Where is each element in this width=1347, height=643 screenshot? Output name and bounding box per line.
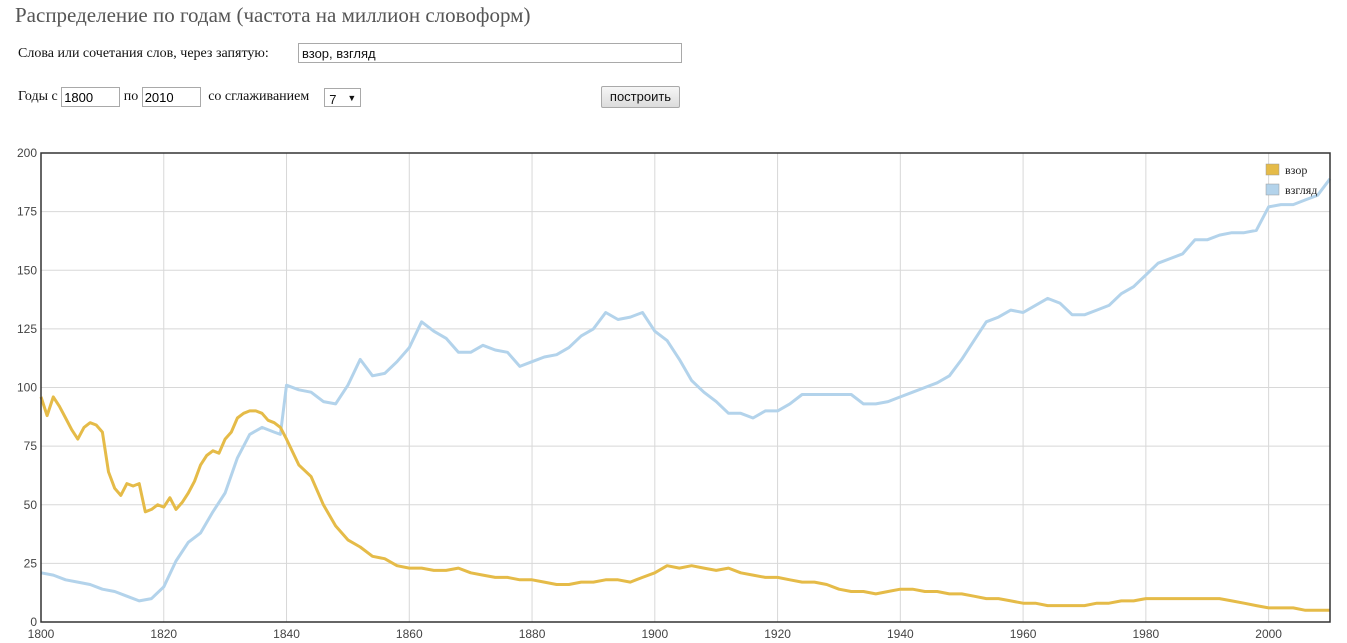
x-tick-label: 1840 bbox=[273, 627, 300, 641]
series-line-1 bbox=[40, 177, 1332, 603]
y-tick-label: 25 bbox=[24, 556, 38, 570]
x-tick-label: 1980 bbox=[1133, 627, 1160, 641]
y-tick-label: 200 bbox=[17, 146, 37, 160]
year-from-label: Годы с bbox=[18, 89, 58, 104]
year-from-input[interactable] bbox=[61, 87, 121, 107]
words-row: Слова или сочетания слов, через запятую: bbox=[18, 43, 682, 65]
smoothing-label: со сглаживанием bbox=[208, 89, 310, 104]
smoothing-value: 7 bbox=[329, 91, 337, 107]
x-tick-label: 2000 bbox=[1255, 627, 1282, 641]
words-input[interactable] bbox=[298, 43, 682, 63]
series-line-0 bbox=[39, 395, 1330, 612]
year-to-input[interactable] bbox=[141, 87, 201, 107]
y-tick-label: 100 bbox=[17, 381, 37, 395]
plot-frame bbox=[40, 152, 1331, 623]
x-tick-label: 1880 bbox=[519, 627, 546, 641]
build-button[interactable]: построить bbox=[601, 86, 680, 108]
x-tick-label: 1940 bbox=[887, 627, 914, 641]
legend-swatch bbox=[1265, 183, 1280, 196]
legend-label: взгляд bbox=[1285, 183, 1317, 197]
dropdown-arrow-icon: ▼ bbox=[347, 92, 357, 103]
x-tick-label: 1820 bbox=[150, 627, 177, 641]
x-tick-label: 1800 bbox=[28, 627, 55, 641]
x-tick-label: 1860 bbox=[396, 627, 423, 641]
years-row: Годы с по со сглаживанием 7 ▼ построить bbox=[18, 86, 681, 108]
frequency-chart: 1800 1820 1840 1860 1880 1900 1920 1940 1960 1980… bbox=[17, 146, 1332, 641]
x-tick-label: 1960 bbox=[1010, 627, 1037, 641]
legend-swatch bbox=[1265, 163, 1280, 176]
y-tick-label: 150 bbox=[17, 263, 37, 277]
legend-label: взор bbox=[1285, 163, 1307, 177]
words-label: Слова или сочетания слов, через запятую: bbox=[18, 46, 269, 61]
year-to-label: по bbox=[123, 89, 139, 104]
y-tick-label: 0 bbox=[30, 615, 37, 629]
page-title: Распределение по годам (частота на милли… bbox=[15, 3, 531, 27]
x-tick-label: 1900 bbox=[641, 627, 668, 641]
y-tick-label: 175 bbox=[17, 205, 37, 219]
y-tick-label: 50 bbox=[24, 498, 38, 512]
y-tick-label: 125 bbox=[17, 322, 37, 336]
smoothing-select[interactable]: 7 ▼ bbox=[324, 87, 362, 107]
y-tick-label: 75 bbox=[24, 439, 38, 453]
x-tick-label: 1920 bbox=[764, 627, 791, 641]
